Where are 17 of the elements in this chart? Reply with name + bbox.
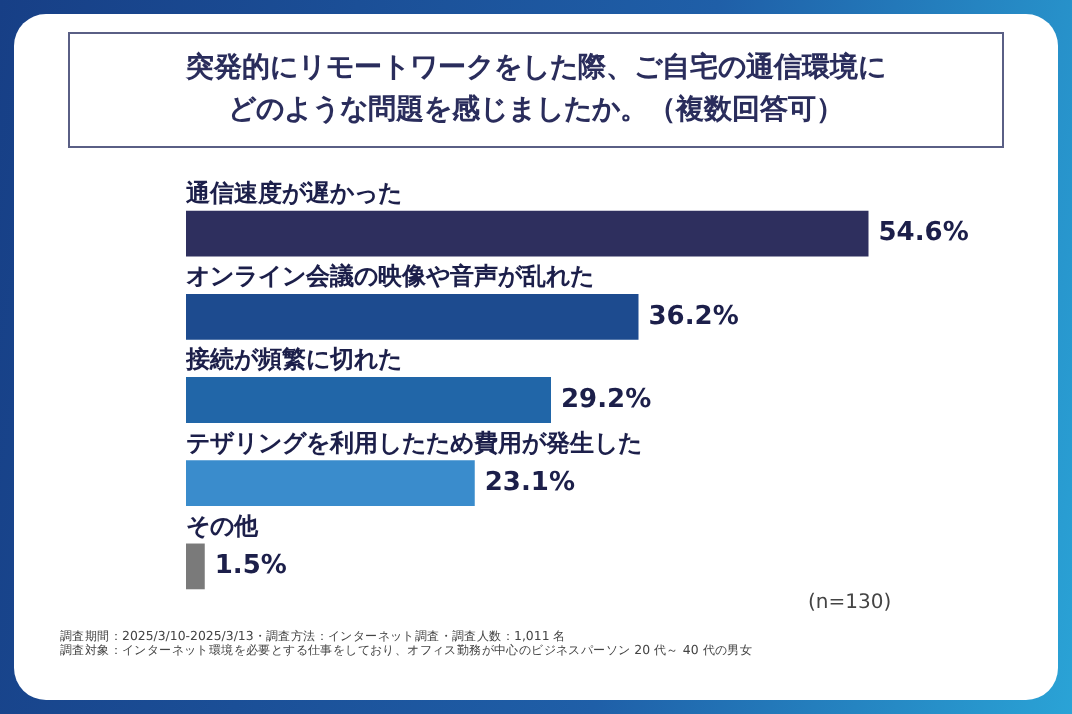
y-tick-label: 通信速度が遅かった [184, 178, 402, 207]
data-label: 54.6% [878, 218, 969, 249]
y-tick-label: テザリングを利用したため費用が発生した [186, 428, 642, 457]
data-label: 23.1% [484, 467, 575, 498]
bar [186, 460, 475, 507]
bar [186, 543, 205, 590]
y-tick-label: その他 [186, 511, 260, 540]
data-label: 29.2% [561, 384, 652, 415]
data-label: 1.5% [214, 551, 287, 582]
bar [186, 210, 869, 257]
chart-title: 突発的にリモートワークをした際、ご自宅の通信環境にどのような問題を感じましたか。（複数回答可） [184, 49, 888, 130]
y-tick-label: 接続が頻繁に切れた [184, 345, 402, 374]
text: (n=130) [808, 592, 892, 614]
bar [186, 293, 639, 340]
bar [186, 377, 551, 423]
data-label: 36.2% [648, 301, 739, 332]
y-tick-label: オンライン会議の映像や音声が乱れた [186, 262, 594, 291]
